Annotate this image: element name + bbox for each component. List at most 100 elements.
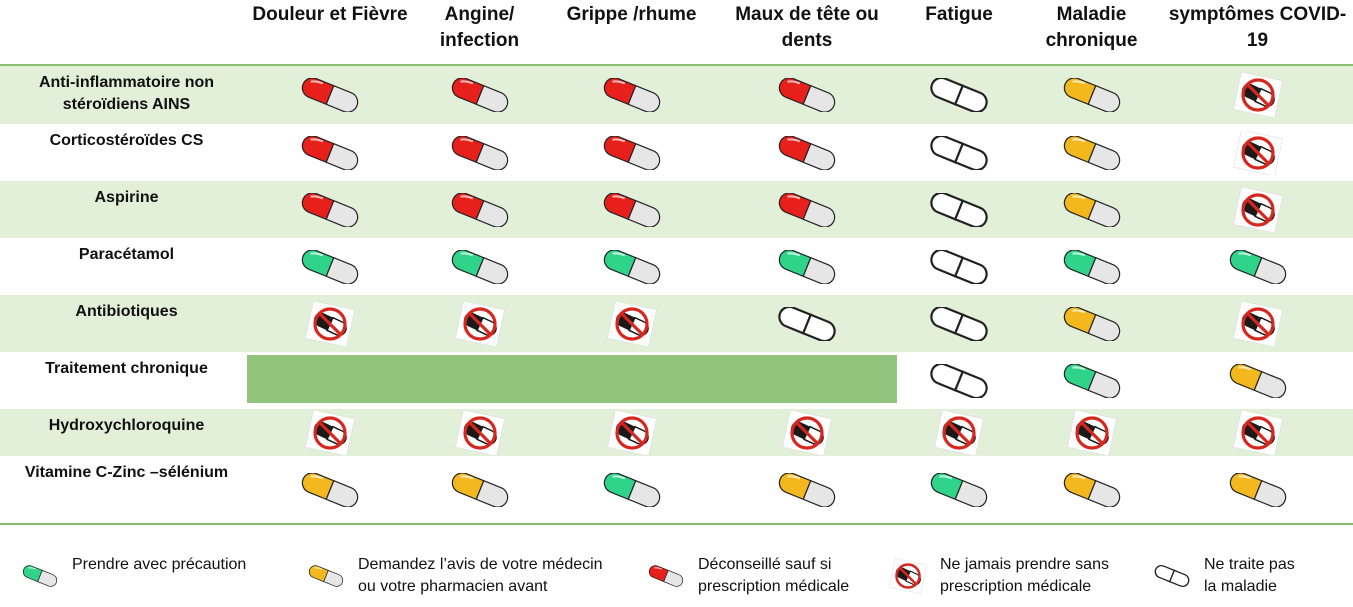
- cell-paracetamol-symptomes-covid-19: [1162, 238, 1353, 295]
- capsule-green-icon: [930, 472, 988, 507]
- prohibited-pill-icon: [606, 301, 657, 346]
- prohibited-pill-icon: [454, 410, 505, 455]
- capsule-white-icon: [930, 192, 988, 227]
- prohibited-pill-icon: [305, 410, 355, 455]
- cell-antibiotiques-grippe-rhume: [546, 295, 717, 352]
- cell-antibiotiques-douleur-et-fievre: [247, 295, 413, 352]
- capsule-green-icon: [778, 249, 836, 284]
- cell-vitamine-c-zinc-selenium-maladie-chronique: [1021, 456, 1162, 525]
- legend-item-red: Déconseillé sauf si prescription médicale: [646, 554, 849, 598]
- capsule-red-icon: [451, 78, 508, 112]
- legend-text: Déconseillé sauf si prescription médicale: [698, 554, 849, 598]
- legend-item-white: Ne traite pas la maladie: [1152, 554, 1295, 598]
- capsule-yellow-icon: [778, 472, 836, 507]
- legend-icon-red: [646, 554, 686, 598]
- medication-table: Douleur et Fièvre Angine/ infection Grippe…: [0, 0, 1353, 525]
- prohibited-pill-icon: [782, 410, 832, 455]
- cell-aspirine-fatigue: [897, 181, 1021, 238]
- cell-paracetamol-fatigue: [897, 238, 1021, 295]
- capsule-red-icon: [778, 78, 836, 112]
- legend-text-line-2: ou votre pharmacien avant: [358, 578, 548, 595]
- capsule-green-icon: [1063, 363, 1120, 398]
- capsule-red-icon: [648, 565, 684, 587]
- column-header-maladie-chronique: Maladie chronique: [1021, 0, 1162, 66]
- cell-anti-inflammatoire-non-steroidiens-ains-angine-infection: [413, 66, 546, 124]
- row-label-antibiotiques: Antibiotiques: [0, 295, 247, 352]
- capsule-white-icon: [930, 363, 988, 398]
- legend-text-line-1: Demandez l’avis de votre médecin: [358, 556, 603, 573]
- legend-text: Ne jamais prendre sans prescription médic…: [940, 554, 1109, 598]
- capsule-yellow-icon: [1229, 472, 1286, 507]
- prohibited-pill-icon: [454, 301, 505, 346]
- capsule-red-icon: [603, 135, 660, 170]
- legend-text-line-2: prescription médicale: [940, 578, 1092, 595]
- legend-item-green: Prendre avec précaution: [20, 554, 246, 598]
- row-label-traitement-chronique: Traitement chronique: [45, 360, 208, 377]
- prohibited-pill-icon: [305, 301, 355, 346]
- capsule-green-icon: [451, 249, 508, 284]
- legend: Prendre avec précaution Demandez l’avis d…: [0, 548, 1353, 607]
- cell-hydroxychloroquine-angine-infection: [413, 409, 546, 456]
- capsule-green-icon: [603, 249, 660, 284]
- capsule-yellow-icon: [308, 565, 344, 587]
- capsule-yellow-icon: [1063, 472, 1120, 507]
- cell-vitamine-c-zinc-selenium-maux-de-tete-ou-dents: [717, 456, 897, 525]
- capsule-white-icon: [930, 135, 988, 170]
- cell-paracetamol-maux-de-tete-ou-dents: [717, 238, 897, 295]
- column-header-angine-infection: Angine/ infection: [413, 0, 546, 66]
- cell-paracetamol-angine-infection: [413, 238, 546, 295]
- cell-anti-inflammatoire-non-steroidiens-ains-symptomes-covid-19: [1162, 66, 1353, 124]
- cell-aspirine-grippe-rhume: [546, 181, 717, 238]
- cell-aspirine-angine-infection: [413, 181, 546, 238]
- cell-corticosteroides-cs-grippe-rhume: [546, 124, 717, 181]
- cell-paracetamol-grippe-rhume: [546, 238, 717, 295]
- capsule-yellow-icon: [1229, 363, 1286, 398]
- capsule-yellow-icon: [451, 472, 508, 507]
- cell-traitement-chronique-symptomes-covid-19: [1162, 352, 1353, 409]
- column-header-douleur-et-fievre: Douleur et Fièvre: [247, 0, 413, 66]
- capsule-white-icon: [930, 306, 988, 341]
- prohibited-pill-icon: [1232, 187, 1283, 232]
- cell-paracetamol-maladie-chronique: [1021, 238, 1162, 295]
- capsule-red-icon: [451, 192, 508, 227]
- cell-antibiotiques-maux-de-tete-ou-dents: [717, 295, 897, 352]
- cell-vitamine-c-zinc-selenium-fatigue: [897, 456, 1021, 525]
- cell-corticosteroides-cs-maladie-chronique: [1021, 124, 1162, 181]
- capsule-white-icon: [930, 78, 988, 112]
- capsule-red-icon: [451, 135, 508, 170]
- capsule-green-icon: [603, 472, 660, 507]
- cell-traitement-chronique-fatigue: [897, 352, 1021, 409]
- cell-hydroxychloroquine-grippe-rhume: [546, 409, 717, 456]
- legend-text: Prendre avec précaution: [72, 554, 246, 576]
- capsule-yellow-icon: [301, 472, 359, 507]
- legend-icon-yellow: [306, 554, 346, 598]
- capsule-white-icon: [1154, 564, 1190, 588]
- capsule-white-icon: [930, 249, 988, 284]
- row-label-hydroxychloroquine: Hydroxychloroquine: [0, 409, 247, 456]
- cell-anti-inflammatoire-non-steroidiens-ains-maladie-chronique: [1021, 66, 1162, 124]
- row-label-paracetamol: Paracétamol: [78, 246, 175, 263]
- cell-corticosteroides-cs-symptomes-covid-19: [1162, 124, 1353, 181]
- legend-icon-no: [888, 554, 928, 598]
- capsule-green-icon: [1229, 249, 1286, 284]
- not-applicable-bar: [247, 355, 897, 403]
- column-header-fatigue: Fatigue: [897, 0, 1021, 66]
- prohibited-pill-icon: [1232, 301, 1283, 346]
- legend-item-no: Ne jamais prendre sans prescription médic…: [888, 554, 1109, 598]
- cell-hydroxychloroquine-maux-de-tete-ou-dents: [717, 409, 897, 456]
- legend-item-yellow: Demandez l’avis de votre médecin ou votre…: [306, 554, 603, 598]
- cell-paracetamol-douleur-et-fievre: [247, 238, 413, 295]
- prohibited-pill-icon: [888, 558, 928, 594]
- capsule-green-icon: [301, 249, 359, 284]
- capsule-red-icon: [603, 192, 660, 227]
- legend-icon-green: [20, 554, 60, 598]
- cell-hydroxychloroquine-maladie-chronique: [1021, 409, 1162, 456]
- column-header-grippe-rhume: Grippe /rhume: [546, 0, 717, 66]
- capsule-yellow-icon: [1063, 78, 1120, 112]
- cell-corticosteroides-cs-fatigue: [897, 124, 1021, 181]
- capsule-red-icon: [778, 192, 836, 227]
- column-header-symptomes-covid-19: symptômes COVID-19: [1162, 0, 1353, 66]
- cell-corticosteroides-cs-douleur-et-fievre: [247, 124, 413, 181]
- cell-anti-inflammatoire-non-steroidiens-ains-douleur-et-fievre: [247, 66, 413, 124]
- prohibited-pill-icon: [934, 410, 984, 455]
